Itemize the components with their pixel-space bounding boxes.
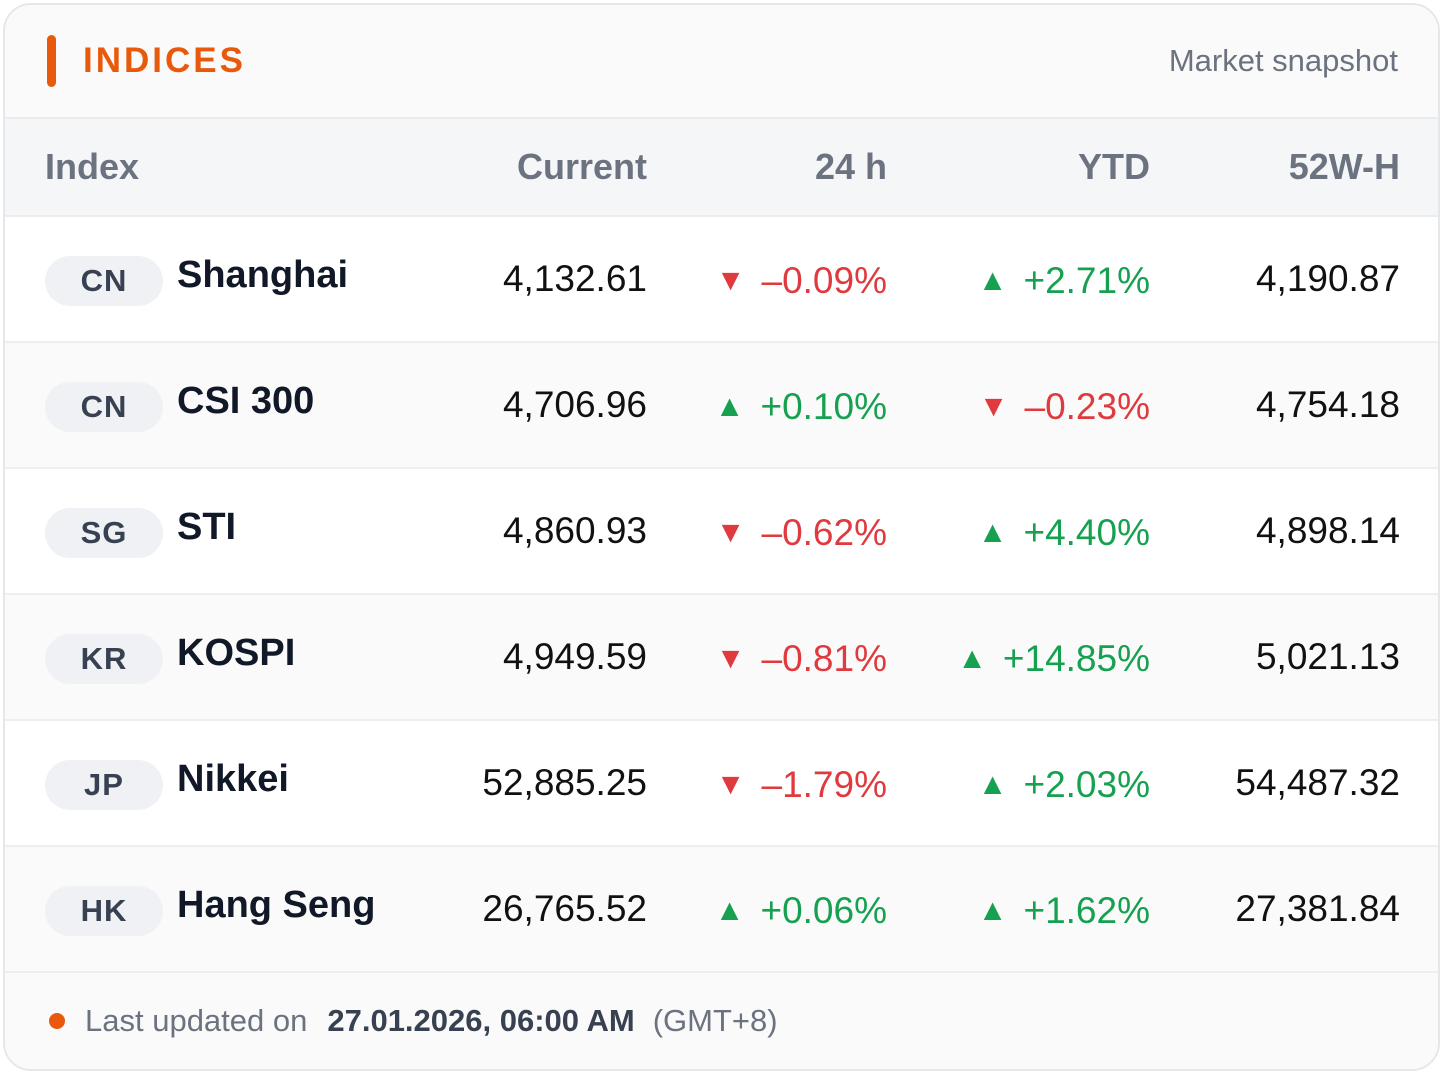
triangle-up-icon: ▲ (977, 263, 1008, 297)
last-updated-datetime: 27.01.2026, 06:00 AM (327, 1003, 635, 1038)
triangle-up-icon: ▲ (714, 389, 745, 423)
index-name: KOSPI (177, 631, 296, 674)
current-value: 52,885.25 (482, 762, 647, 803)
triangle-down-icon: ▼ (715, 263, 746, 297)
table-row[interactable]: CN Shanghai 4,132.61 ▼ –0.09% ▲ +2.71% 4… (5, 217, 1438, 343)
triangle-up-icon: ▲ (977, 767, 1008, 801)
change-24h-cell: ▲ +0.06% (647, 887, 887, 932)
triangle-down-icon: ▼ (978, 389, 1009, 423)
change-ytd-cell: ▲ +4.40% (887, 509, 1150, 554)
index-name: Shanghai (177, 253, 349, 296)
change-ytd-value: +2.03% (1023, 763, 1150, 805)
country-badge: KR (45, 633, 163, 684)
table-body: CN Shanghai 4,132.61 ▼ –0.09% ▲ +2.71% 4… (5, 217, 1438, 973)
column-header-index[interactable]: Index (45, 146, 140, 187)
current-value: 4,706.96 (502, 384, 647, 425)
52w-high-value: 4,754.18 (1255, 384, 1400, 425)
card-title: INDICES (83, 41, 246, 80)
change-24h-value: +0.10% (760, 385, 887, 427)
index-cell: HK Hang Seng (5, 883, 425, 936)
card-subtitle: Market snapshot (1168, 43, 1398, 78)
change-24h-cell: ▼ –0.09% (647, 257, 887, 302)
change-24h-cell: ▼ –0.81% (647, 635, 887, 680)
status-dot-icon (49, 1013, 65, 1029)
triangle-down-icon: ▼ (715, 767, 746, 801)
index-cell: KR KOSPI (5, 631, 425, 684)
column-header-52w-high[interactable]: 52W-H (1288, 146, 1400, 187)
triangle-up-icon: ▲ (977, 893, 1008, 927)
change-ytd-cell: ▲ +2.71% (887, 257, 1150, 302)
change-ytd-cell: ▲ +14.85% (887, 635, 1150, 680)
triangle-up-icon: ▲ (714, 893, 745, 927)
column-header-ytd[interactable]: YTD (1078, 146, 1150, 187)
change-24h-value: –0.09% (761, 259, 888, 301)
triangle-up-icon: ▲ (977, 515, 1008, 549)
52w-high-value: 4,190.87 (1255, 258, 1400, 299)
change-ytd-value: +14.85% (1002, 637, 1150, 679)
change-24h-cell: ▲ +0.10% (647, 383, 887, 428)
change-ytd-cell: ▲ +2.03% (887, 761, 1150, 806)
country-badge: JP (45, 759, 163, 810)
change-ytd-value: +4.40% (1023, 511, 1150, 553)
triangle-down-icon: ▼ (715, 515, 746, 549)
change-24h-value: –0.81% (761, 637, 888, 679)
change-24h-value: –0.62% (761, 511, 888, 553)
index-name: CSI 300 (177, 379, 315, 422)
52w-high-value: 27,381.84 (1235, 888, 1400, 929)
52w-high-value: 4,898.14 (1255, 510, 1400, 551)
index-cell: SG STI (5, 505, 425, 558)
table-row[interactable]: KR KOSPI 4,949.59 ▼ –0.81% ▲ +14.85% 5,0… (5, 595, 1438, 721)
current-value: 26,765.52 (482, 888, 647, 929)
change-24h-cell: ▼ –1.79% (647, 761, 887, 806)
change-ytd-value: +2.71% (1023, 259, 1150, 301)
change-24h-cell: ▼ –0.62% (647, 509, 887, 554)
table-row[interactable]: SG STI 4,860.93 ▼ –0.62% ▲ +4.40% 4,898.… (5, 469, 1438, 595)
table-row[interactable]: CN CSI 300 4,706.96 ▲ +0.10% ▼ –0.23% 4,… (5, 343, 1438, 469)
current-value: 4,132.61 (502, 258, 647, 299)
index-cell: JP Nikkei (5, 757, 425, 810)
table-header: Index Current 24 h YTD 52W-H (5, 119, 1438, 217)
country-badge: CN (45, 255, 163, 306)
accent-bar (47, 35, 56, 87)
index-name: Nikkei (177, 757, 289, 800)
column-header-current[interactable]: Current (516, 146, 647, 187)
52w-high-value: 54,487.32 (1235, 762, 1400, 803)
country-badge: SG (45, 507, 163, 558)
change-24h-value: –1.79% (761, 763, 888, 805)
indices-card: INDICES Market snapshot Index Current 24… (3, 3, 1440, 1071)
triangle-down-icon: ▼ (715, 641, 746, 675)
table-row[interactable]: JP Nikkei 52,885.25 ▼ –1.79% ▲ +2.03% 54… (5, 721, 1438, 847)
index-name: Hang Seng (177, 883, 376, 926)
change-ytd-cell: ▼ –0.23% (887, 383, 1150, 428)
table-row[interactable]: HK Hang Seng 26,765.52 ▲ +0.06% ▲ +1.62%… (5, 847, 1438, 973)
card-footer: Last updated on 27.01.2026, 06:00 AM (GM… (5, 973, 1438, 1069)
card-header: INDICES Market snapshot (5, 5, 1438, 119)
country-badge: CN (45, 381, 163, 432)
triangle-up-icon: ▲ (957, 641, 987, 675)
index-cell: CN CSI 300 (5, 379, 425, 432)
country-badge: HK (45, 885, 163, 936)
column-header-24h[interactable]: 24 h (814, 146, 887, 187)
52w-high-value: 5,021.13 (1255, 636, 1400, 677)
index-name: STI (177, 505, 237, 548)
change-ytd-value: –0.23% (1024, 385, 1151, 427)
change-24h-value: +0.06% (760, 889, 887, 931)
change-ytd-cell: ▲ +1.62% (887, 887, 1150, 932)
change-ytd-value: +1.62% (1023, 889, 1150, 931)
index-cell: CN Shanghai (5, 253, 425, 306)
last-updated-timezone: (GMT+8) (652, 1003, 778, 1038)
current-value: 4,949.59 (502, 636, 647, 677)
last-updated-label: Last updated on (85, 1003, 308, 1038)
current-value: 4,860.93 (502, 510, 647, 551)
